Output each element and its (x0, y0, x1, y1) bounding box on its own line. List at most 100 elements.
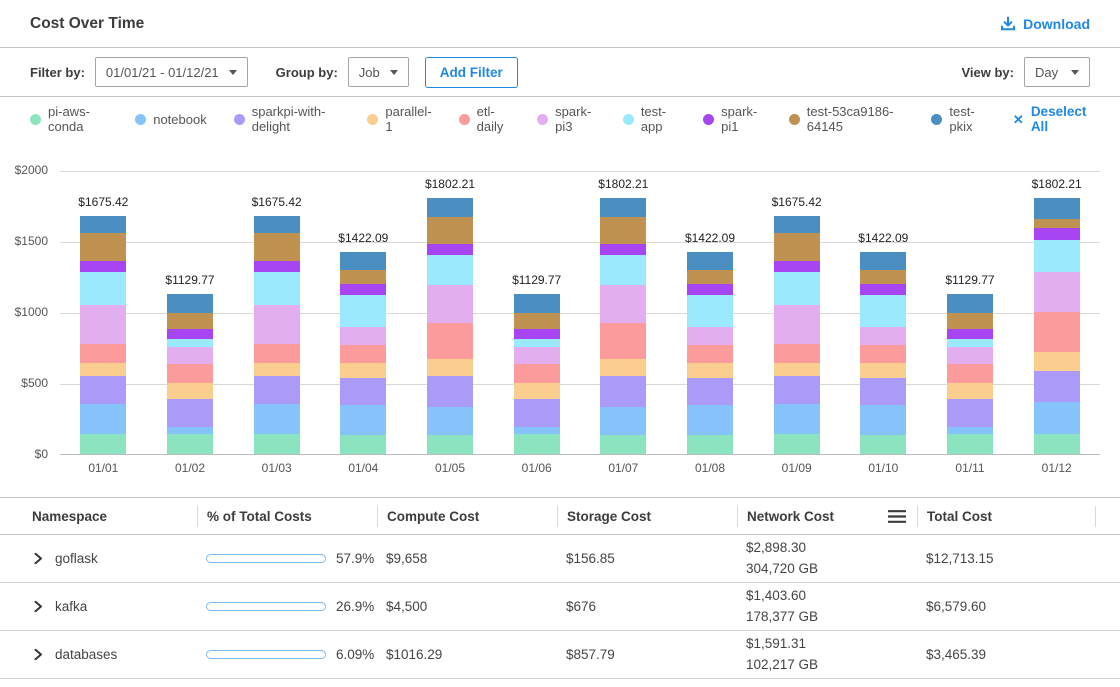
bar-segment-test-app[interactable] (513, 339, 560, 347)
bar-segment-pi-aws-conda[interactable] (600, 435, 647, 454)
date-range-select[interactable]: 01/01/21 - 01/12/21 (94, 57, 248, 87)
bar-segment-parallel-1[interactable] (686, 362, 733, 378)
bar-segment-test-53ca9186-64145[interactable] (80, 232, 127, 262)
bar-segment-test-pkix[interactable] (513, 293, 560, 314)
column-menu-icon[interactable] (887, 509, 907, 524)
bar-segment-test-53ca9186-64145[interactable] (253, 232, 300, 262)
stacked-bar[interactable] (860, 252, 907, 454)
bar-segment-parallel-1[interactable] (860, 362, 907, 378)
bar-segment-pi-aws-conda[interactable] (166, 434, 213, 454)
bar-segment-notebook[interactable] (166, 427, 213, 435)
table-row[interactable]: goflask 57.9% $9,658 $156.85 $2,898.30 3… (0, 535, 1120, 583)
bar-segment-test-app[interactable] (166, 339, 213, 347)
bar-segment-pi-aws-conda[interactable] (80, 434, 127, 454)
bar-segment-test-app[interactable] (600, 255, 647, 286)
bar-segment-parallel-1[interactable] (1033, 352, 1080, 371)
stacked-bar[interactable] (253, 216, 300, 454)
bar-segment-test-pkix[interactable] (80, 216, 127, 233)
bar-segment-spark-pi3[interactable] (253, 304, 300, 344)
bar-segment-test-53ca9186-64145[interactable] (600, 216, 647, 244)
bar-segment-spark-pi1[interactable] (946, 328, 993, 340)
bar-segment-etl-daily[interactable] (426, 322, 473, 360)
stacked-bar[interactable] (946, 293, 993, 454)
bar-segment-test-53ca9186-64145[interactable] (340, 270, 387, 285)
bar-segment-test-pkix[interactable] (860, 252, 907, 271)
legend-item[interactable]: spark-pi1 (703, 104, 762, 134)
bar-segment-test-pkix[interactable] (946, 293, 993, 314)
bar-segment-spark-pi1[interactable] (773, 261, 820, 272)
bar-segment-pi-aws-conda[interactable] (860, 434, 907, 454)
stacked-bar[interactable] (426, 198, 473, 454)
view-by-select[interactable]: Day (1024, 57, 1090, 87)
col-header-compute[interactable]: Compute Cost (377, 505, 557, 527)
stacked-bar[interactable] (166, 293, 213, 454)
col-header-pct[interactable]: % of Total Costs (197, 505, 377, 527)
bar-segment-spark-pi1[interactable] (166, 328, 213, 340)
bar-segment-test-53ca9186-64145[interactable] (946, 313, 993, 329)
chevron-right-icon[interactable] (32, 600, 44, 613)
col-header-storage[interactable]: Storage Cost (557, 505, 737, 527)
bar-segment-test-53ca9186-64145[interactable] (1033, 218, 1080, 228)
bar-segment-pi-aws-conda[interactable] (426, 435, 473, 454)
bar-segment-sparkpi-with-delight[interactable] (513, 399, 560, 428)
col-header-network[interactable]: Network Cost (737, 505, 917, 527)
deselect-all-button[interactable]: ✕ Deselect All (1013, 104, 1090, 134)
bar-segment-etl-daily[interactable] (340, 344, 387, 363)
bar-segment-spark-pi1[interactable] (80, 261, 127, 272)
bar-segment-spark-pi3[interactable] (946, 346, 993, 364)
group-by-select[interactable]: Job (347, 57, 409, 87)
bar-segment-parallel-1[interactable] (80, 362, 127, 376)
stacked-bar[interactable] (340, 252, 387, 454)
bar-segment-parallel-1[interactable] (600, 359, 647, 377)
stacked-bar[interactable] (80, 216, 127, 454)
bar-segment-pi-aws-conda[interactable] (946, 434, 993, 454)
bar-segment-sparkpi-with-delight[interactable] (166, 399, 213, 428)
legend-item[interactable]: test-app (622, 104, 676, 134)
bar-segment-sparkpi-with-delight[interactable] (600, 376, 647, 408)
stacked-bar[interactable] (1033, 198, 1080, 454)
bar-segment-parallel-1[interactable] (946, 382, 993, 400)
bar-segment-test-app[interactable] (686, 295, 733, 328)
bar-segment-test-53ca9186-64145[interactable] (686, 270, 733, 285)
bar-segment-test-app[interactable] (773, 272, 820, 305)
bar-segment-spark-pi1[interactable] (426, 243, 473, 256)
bar-segment-notebook[interactable] (426, 407, 473, 436)
bar-segment-test-pkix[interactable] (686, 252, 733, 271)
bar-segment-test-53ca9186-64145[interactable] (166, 313, 213, 329)
bar-segment-test-53ca9186-64145[interactable] (513, 313, 560, 329)
bar-segment-pi-aws-conda[interactable] (1033, 433, 1080, 454)
bar-segment-spark-pi1[interactable] (860, 284, 907, 295)
bar-segment-test-app[interactable] (253, 272, 300, 305)
bar-segment-etl-daily[interactable] (1033, 311, 1080, 353)
bar-segment-etl-daily[interactable] (166, 363, 213, 383)
bar-segment-spark-pi3[interactable] (600, 285, 647, 323)
bar-segment-spark-pi3[interactable] (513, 346, 560, 364)
bar-segment-pi-aws-conda[interactable] (513, 434, 560, 454)
bar-segment-spark-pi3[interactable] (340, 327, 387, 345)
bar-segment-notebook[interactable] (253, 404, 300, 435)
bar-segment-pi-aws-conda[interactable] (773, 434, 820, 454)
bar-segment-spark-pi3[interactable] (860, 327, 907, 345)
download-button[interactable]: Download (1000, 16, 1090, 32)
bar-segment-sparkpi-with-delight[interactable] (80, 375, 127, 405)
bar-segment-etl-daily[interactable] (80, 343, 127, 363)
bar-segment-test-pkix[interactable] (426, 198, 473, 217)
bar-segment-notebook[interactable] (1033, 402, 1080, 434)
bar-segment-spark-pi1[interactable] (600, 243, 647, 256)
bar-segment-parallel-1[interactable] (166, 382, 213, 400)
bar-segment-test-app[interactable] (80, 272, 127, 305)
legend-item[interactable]: spark-pi3 (537, 104, 596, 134)
col-header-namespace[interactable]: Namespace (32, 508, 108, 524)
bar-segment-spark-pi1[interactable] (340, 284, 387, 295)
legend-item[interactable]: parallel-1 (367, 104, 432, 134)
bar-segment-pi-aws-conda[interactable] (253, 434, 300, 454)
legend-item[interactable]: etl-daily (458, 104, 511, 134)
bar-segment-parallel-1[interactable] (513, 382, 560, 400)
bar-segment-etl-daily[interactable] (686, 344, 733, 363)
bar-segment-sparkpi-with-delight[interactable] (686, 377, 733, 406)
bar-segment-spark-pi1[interactable] (686, 284, 733, 295)
bar-segment-etl-daily[interactable] (773, 343, 820, 363)
bar-segment-notebook[interactable] (340, 405, 387, 435)
bar-segment-etl-daily[interactable] (600, 322, 647, 360)
bar-segment-sparkpi-with-delight[interactable] (1033, 370, 1080, 403)
